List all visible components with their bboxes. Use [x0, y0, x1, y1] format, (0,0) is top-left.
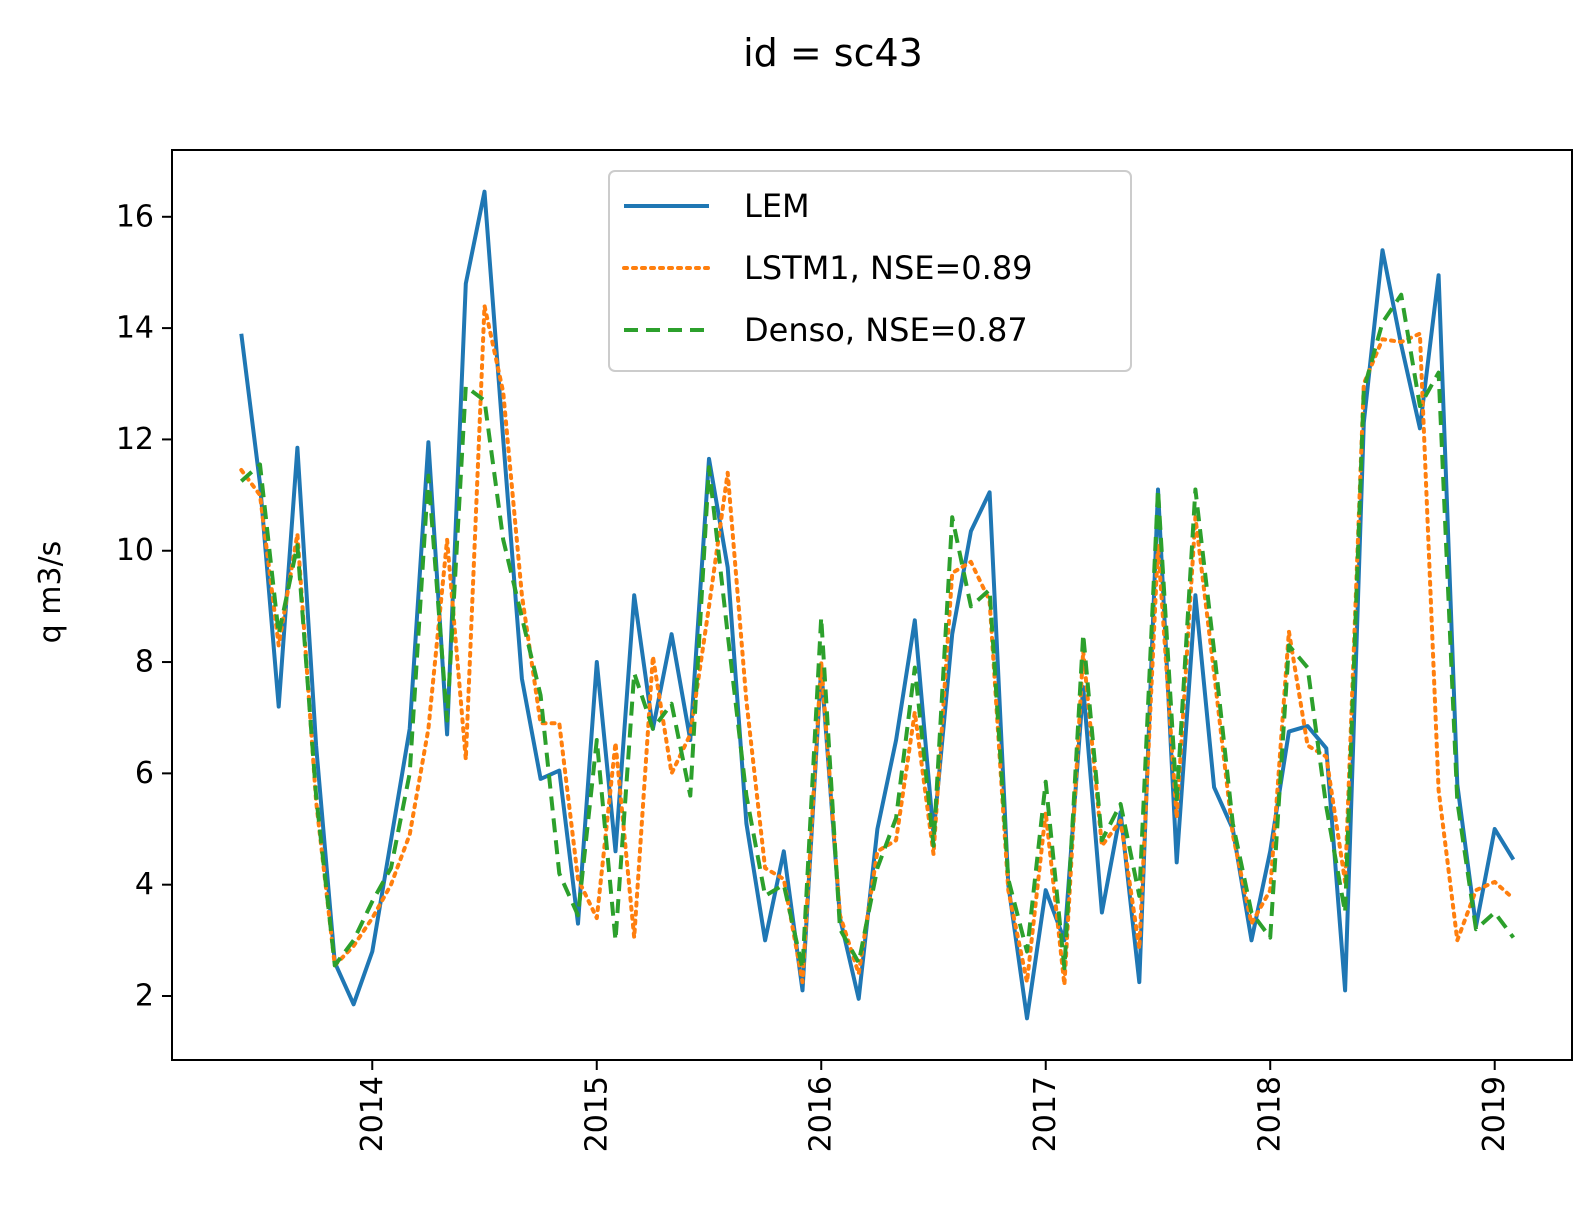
y-axis: 2 4 6 8 10 12 14 16 — [116, 199, 172, 1013]
x-tick-label: 2018 — [1253, 1076, 1288, 1152]
x-tick-label: 2015 — [579, 1076, 614, 1152]
legend: LEM LSTM1, NSE=0.89 Denso, NSE=0.87 — [608, 170, 1132, 372]
x-tick-label: 2019 — [1477, 1076, 1512, 1152]
series-line-1 — [239, 189, 1516, 1021]
y-axis-label: q m3/s — [33, 541, 68, 644]
y-tick-label: 12 — [116, 422, 154, 457]
y-tick-label: 2 — [135, 978, 154, 1013]
y-tick-label: 6 — [135, 756, 154, 791]
y-tick-label: 10 — [116, 533, 154, 568]
series-line-3 — [239, 292, 1516, 971]
y-tick-label: 16 — [116, 199, 154, 234]
x-tick-label: 2016 — [804, 1076, 839, 1152]
x-axis: 2014 2015 2016 2017 2018 2019 — [355, 1060, 1512, 1152]
x-tick-label: 2014 — [355, 1076, 390, 1152]
y-tick-label: 8 — [135, 645, 154, 680]
legend-box — [608, 170, 1132, 372]
x-tick-label: 2017 — [1028, 1076, 1063, 1152]
y-tick-label: 4 — [135, 867, 154, 902]
legend-label-1: LEM — [744, 187, 810, 225]
legend-label-2: LSTM1, NSE=0.89 — [744, 249, 1033, 287]
chart-title: id = sc43 — [743, 31, 923, 75]
plot-area — [239, 189, 1516, 1021]
plot-frame — [171, 149, 1573, 1061]
legend-label-3: Denso, NSE=0.87 — [744, 311, 1028, 349]
y-tick-label: 14 — [116, 311, 154, 346]
